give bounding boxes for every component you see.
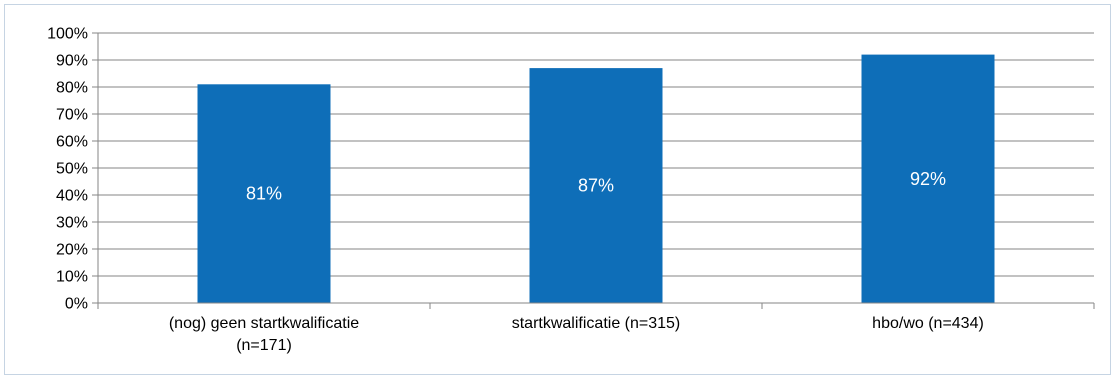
y-tick-label: 70%: [56, 107, 88, 124]
data-label: 92%: [910, 169, 946, 189]
bar: [197, 84, 331, 303]
y-tick-label: 0%: [65, 296, 88, 313]
bars: [197, 54, 995, 303]
y-tick-label: 100%: [47, 26, 88, 43]
x-category-labels: (nog) geen startkwalificatie (n=171) start…: [169, 315, 984, 354]
axes: [92, 32, 1095, 309]
bar: [529, 68, 663, 303]
data-label: 87%: [578, 176, 614, 196]
bar: [861, 54, 995, 303]
y-tick-label: 60%: [56, 134, 88, 151]
data-label: 81%: [246, 184, 282, 204]
data-labels: 81% 87% 92%: [246, 169, 946, 204]
y-tick-label: 20%: [56, 242, 88, 259]
y-tick-label: 90%: [56, 53, 88, 70]
x-category-label: hbo/wo (n=434): [872, 315, 984, 332]
x-category-label: startkwalificatie (n=315): [512, 315, 681, 332]
y-tick-label: 30%: [56, 215, 88, 232]
x-category-label: (nog) geen startkwalificatie (n=171): [169, 315, 359, 354]
y-tick-label: 50%: [56, 161, 88, 178]
y-tick-label: 10%: [56, 269, 88, 286]
y-tick-labels: 0% 10% 20% 30% 40% 50% 60% 70% 80% 90% 100%: [47, 26, 88, 313]
y-tick-label: 80%: [56, 80, 88, 97]
y-tick-label: 40%: [56, 188, 88, 205]
